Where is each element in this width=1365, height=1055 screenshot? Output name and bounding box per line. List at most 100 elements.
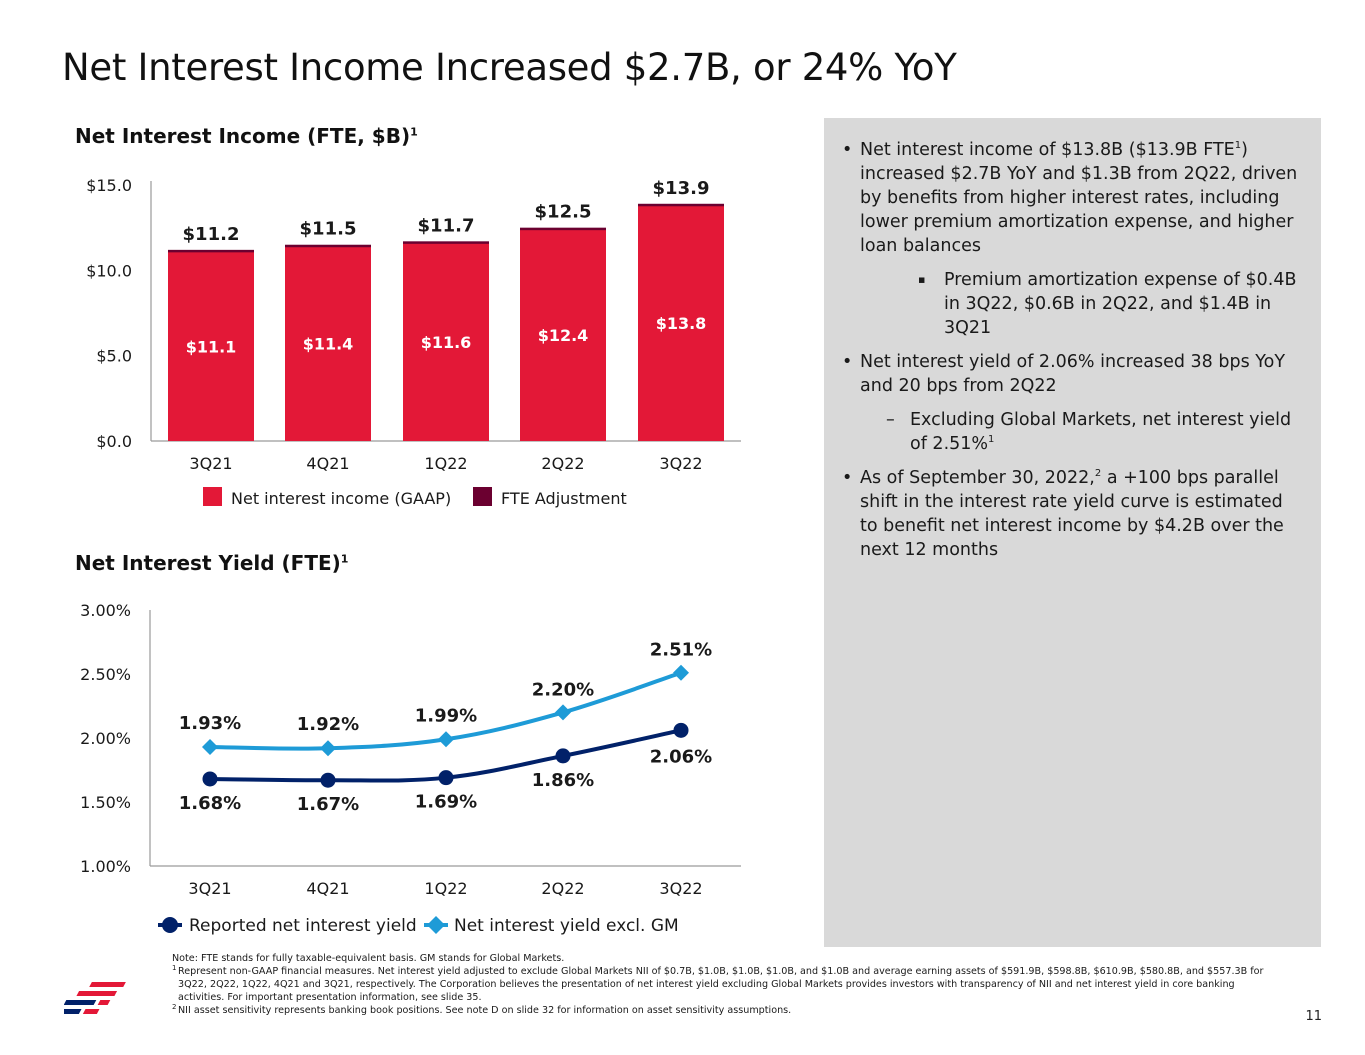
bullet-nii: Net interest income of $13.8B ($13.9B FT…	[842, 138, 1301, 258]
bar-chart-title-footnote: 1	[410, 125, 418, 139]
bullet-nii-text-a: Net interest income of $13.8B ($13.9B FT…	[860, 140, 1235, 160]
marker-reported-yield	[673, 722, 689, 738]
bar-gaap-label: $11.4	[303, 335, 354, 354]
subbullet-excl-gm-text: Excluding Global Markets, net interest y…	[910, 410, 1292, 454]
bar-ytick-label: $10.0	[86, 261, 132, 280]
legend-swatch-gaap	[203, 487, 222, 506]
bar-fte-adjustment	[520, 227, 606, 231]
marker-reported-yield	[555, 748, 571, 764]
legend-label-excl-gm: Net interest yield excl. GM	[454, 916, 679, 936]
bullet-sensitivity-text-a: As of September 30, 2022,	[860, 468, 1095, 488]
bar-ytick-label: $0.0	[96, 432, 132, 451]
label-yield-excl-gm: 1.92%	[297, 714, 359, 735]
legend-swatch-fte	[473, 487, 492, 506]
bar-xtick-label: 2Q22	[541, 454, 584, 473]
bar-xtick-label: 3Q21	[189, 454, 232, 473]
bullet-nii-text-b: ) increased $2.7B YoY and $1.3B from 2Q2…	[860, 140, 1298, 256]
bar-xtick-label: 4Q21	[306, 454, 349, 473]
bar-chart: $0.0 $5.0 $10.0 $15.0 $11.2 $11.1 $11.5 $11.4 $…	[86, 176, 741, 508]
line-xtick-label: 3Q22	[659, 879, 702, 898]
bar-total-label: $13.9	[653, 178, 710, 199]
bar-fte-adjustment	[403, 241, 489, 244]
footnote-1-text: Represent non-GAAP financial measures. N…	[178, 966, 1264, 1003]
marker-yield-excl-gm	[438, 731, 454, 748]
line-xtick-label: 1Q22	[424, 879, 467, 898]
bar-gaap	[403, 243, 489, 441]
line-chart-title: Net Interest Yield (FTE)1	[75, 551, 348, 575]
marker-reported-yield	[320, 772, 336, 788]
marker-reported-yield	[438, 770, 454, 786]
bar-total-label: $11.5	[300, 219, 357, 240]
bar-chart-title: Net Interest Income (FTE, $B)1	[75, 124, 418, 148]
marker-yield-excl-gm	[555, 704, 571, 721]
bullet-nii-footnote: 1	[1234, 140, 1242, 152]
bank-of-america-flag-logo	[64, 982, 126, 1014]
bar-fte-adjustment	[168, 249, 254, 253]
legend-marker-excl-gm	[427, 916, 445, 934]
page-number: 11	[1305, 1009, 1322, 1024]
line-chart: 1.00% 1.50% 2.00% 2.50% 3.00% 1.93% 1.92% 1.99…	[80, 601, 741, 936]
bar-chart-title-text: Net Interest Income (FTE, $B)	[75, 124, 411, 148]
label-yield-excl-gm: 2.51%	[650, 640, 712, 661]
label-reported-yield: 2.06%	[650, 746, 712, 767]
bar-ytick-label: $5.0	[96, 347, 132, 366]
bar-gaap-label: $13.8	[656, 314, 707, 333]
footnote-1-mark: 1	[172, 964, 177, 972]
bar-xtick-label: 3Q22	[659, 454, 702, 473]
commentary-panel: Net interest income of $13.8B ($13.9B FT…	[824, 118, 1321, 947]
footnotes: Note: FTE stands for fully taxable-equiv…	[172, 952, 1282, 1017]
bullet-yield: Net interest yield of 2.06% increased 38…	[842, 350, 1301, 398]
bullet-sensitivity-footnote: 2	[1094, 468, 1102, 480]
footnote-1: 1 Represent non-GAAP financial measures. …	[172, 965, 1282, 1004]
label-reported-yield: 1.67%	[297, 794, 359, 815]
marker-yield-excl-gm	[673, 664, 689, 681]
bar-fte-adjustment	[285, 244, 371, 248]
legend-marker-reported	[162, 917, 178, 933]
line-xtick-label: 3Q21	[188, 879, 231, 898]
legend-label-reported: Reported net interest yield	[189, 916, 417, 936]
label-yield-excl-gm: 1.93%	[179, 713, 241, 734]
subbullet-excl-gm-footnote: 1	[988, 434, 995, 446]
slide-title: Net Interest Income Increased $2.7B, or …	[62, 46, 957, 89]
label-yield-excl-gm: 1.99%	[415, 705, 477, 726]
line-ytick-label: 1.50%	[80, 793, 131, 812]
note-fte: Note: FTE stands for fully taxable-equiv…	[172, 953, 565, 964]
legend-label-gaap: Net interest income (GAAP)	[231, 489, 451, 508]
subbullet-excl-gm: Excluding Global Markets, net interest y…	[842, 408, 1301, 456]
marker-yield-excl-gm	[320, 740, 336, 757]
label-reported-yield: 1.68%	[179, 793, 241, 814]
bar-gaap	[520, 229, 606, 441]
line-ytick-label: 1.00%	[80, 857, 131, 876]
bar-gaap-label: $11.6	[421, 333, 472, 352]
bullet-sensitivity: As of September 30, 2022,2 a +100 bps pa…	[842, 466, 1301, 562]
line-chart-title-footnote: 1	[340, 552, 349, 566]
line-ytick-label: 3.00%	[80, 601, 131, 620]
label-reported-yield: 1.86%	[532, 770, 594, 791]
bar-gaap	[638, 205, 724, 441]
line-xtick-label: 4Q21	[306, 879, 349, 898]
line-ytick-label: 2.50%	[80, 665, 131, 684]
bar-total-label: $11.7	[418, 215, 475, 236]
footnote-2-mark: 2	[172, 1003, 177, 1011]
line-chart-title-text: Net Interest Yield (FTE)	[75, 551, 341, 575]
legend-label-fte: FTE Adjustment	[501, 489, 627, 508]
line-xtick-label: 2Q22	[541, 879, 584, 898]
bar-gaap	[168, 251, 254, 441]
label-yield-excl-gm: 2.20%	[532, 679, 594, 700]
bar-fte-adjustment	[638, 203, 724, 207]
bar-gaap-label: $12.4	[538, 326, 589, 345]
footnote-2: 2 NII asset sensitivity represents bankin…	[172, 1004, 1282, 1017]
bullet-sensitivity-text-b: a +100 bps parallel shift in the interes…	[860, 468, 1284, 560]
marker-reported-yield	[202, 771, 218, 787]
subbullet-premium-amortization: Premium amortization expense of $0.4B in…	[842, 268, 1301, 340]
bar-gaap-label: $11.1	[186, 337, 237, 356]
marker-yield-excl-gm	[202, 738, 218, 755]
line-ytick-label: 2.00%	[80, 729, 131, 748]
bar-ytick-label: $15.0	[86, 176, 132, 195]
bar-total-label: $12.5	[535, 202, 592, 223]
bar-xtick-label: 1Q22	[424, 454, 467, 473]
bar-gaap	[285, 246, 371, 441]
bar-total-label: $11.2	[183, 224, 240, 245]
footnote-2-text: NII asset sensitivity represents banking…	[178, 1005, 792, 1016]
label-reported-yield: 1.69%	[415, 792, 477, 813]
